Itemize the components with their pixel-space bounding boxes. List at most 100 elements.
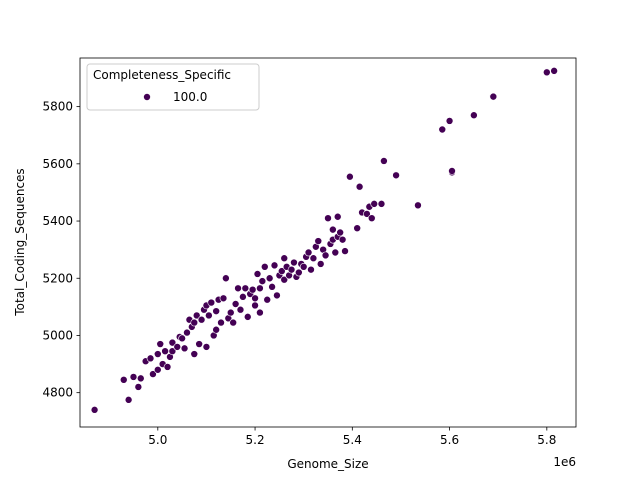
data-point <box>393 172 400 179</box>
data-point <box>356 183 363 190</box>
data-point <box>179 335 186 342</box>
data-point <box>339 236 346 243</box>
data-point <box>332 249 339 256</box>
data-point <box>91 406 98 413</box>
data-point <box>220 295 227 302</box>
y-tick-label: 5400 <box>42 214 73 228</box>
data-point <box>256 285 263 292</box>
data-point <box>135 383 142 390</box>
data-point <box>269 283 276 290</box>
data-point <box>261 263 268 270</box>
data-point <box>242 285 249 292</box>
data-point <box>271 262 278 269</box>
data-point <box>154 351 161 358</box>
data-point <box>181 345 188 352</box>
data-point <box>213 308 220 315</box>
legend-entry-label: 100.0 <box>173 90 207 104</box>
data-point <box>164 363 171 370</box>
x-tick-label: 5.2 <box>246 433 265 447</box>
data-point <box>446 117 453 124</box>
data-point <box>191 351 198 358</box>
x-tick-label: 5.0 <box>148 433 167 447</box>
data-point <box>237 306 244 313</box>
data-point <box>157 341 164 348</box>
data-point <box>322 252 329 259</box>
data-point <box>147 355 154 362</box>
data-point <box>232 301 239 308</box>
data-point <box>249 286 256 293</box>
y-tick-label: 5200 <box>42 271 73 285</box>
data-point <box>183 329 190 336</box>
data-point <box>380 157 387 164</box>
data-point <box>325 215 332 222</box>
y-axis-ticks: 4800 5000 5200 5400 5600 5800 <box>42 100 80 400</box>
data-point <box>439 126 446 133</box>
x-tick-label: 5.8 <box>537 433 556 447</box>
data-point <box>130 373 137 380</box>
data-point <box>222 275 229 282</box>
data-point <box>305 249 312 256</box>
data-point <box>290 259 297 266</box>
data-point <box>259 278 266 285</box>
data-point <box>264 296 271 303</box>
data-point <box>162 348 169 355</box>
data-point <box>307 266 314 273</box>
data-point <box>203 343 210 350</box>
data-point <box>449 167 456 174</box>
data-point <box>295 269 302 276</box>
data-point <box>256 309 263 316</box>
data-point <box>239 293 246 300</box>
data-point <box>196 341 203 348</box>
data-point <box>137 375 144 382</box>
x-axis-offset-label: 1e6 <box>553 455 576 469</box>
data-point <box>329 226 336 233</box>
data-point <box>490 93 497 100</box>
data-point <box>354 225 361 232</box>
y-tick-label: 5800 <box>42 100 73 114</box>
data-point <box>198 316 205 323</box>
data-point <box>378 200 385 207</box>
y-axis-label: Total_Coding_Sequences <box>13 168 27 316</box>
data-point <box>235 285 242 292</box>
data-point <box>252 302 259 309</box>
data-point <box>218 319 225 326</box>
y-tick-label: 5000 <box>42 328 73 342</box>
data-point <box>273 292 280 299</box>
data-point <box>244 313 251 320</box>
data-point <box>281 255 288 262</box>
data-point <box>191 319 198 326</box>
data-point <box>266 275 273 282</box>
x-axis-ticks: 5.0 5.2 5.4 5.6 5.8 <box>148 427 556 447</box>
data-point <box>310 255 317 262</box>
data-point <box>174 343 181 350</box>
x-tick-label: 5.6 <box>440 433 459 447</box>
data-point <box>213 326 220 333</box>
data-point <box>371 200 378 207</box>
data-point <box>205 312 212 319</box>
data-point <box>346 173 353 180</box>
data-point <box>334 213 341 220</box>
data-point <box>551 67 558 74</box>
y-tick-label: 4800 <box>42 386 73 400</box>
data-point <box>543 69 550 76</box>
data-point <box>317 260 324 267</box>
data-point <box>254 270 261 277</box>
data-point <box>288 266 295 273</box>
legend: Completeness_Specific 100.0 <box>87 64 259 110</box>
data-point <box>414 202 421 209</box>
data-point <box>230 319 237 326</box>
x-tick-label: 5.4 <box>343 433 362 447</box>
data-point <box>368 215 375 222</box>
data-point <box>125 396 132 403</box>
data-point <box>252 295 259 302</box>
data-point <box>154 366 161 373</box>
data-point <box>120 376 127 383</box>
legend-marker <box>144 94 151 101</box>
data-point <box>227 309 234 316</box>
data-point <box>470 112 477 119</box>
data-point <box>342 248 349 255</box>
data-point <box>337 229 344 236</box>
y-tick-label: 5600 <box>42 157 73 171</box>
legend-title: Completeness_Specific <box>93 68 231 82</box>
